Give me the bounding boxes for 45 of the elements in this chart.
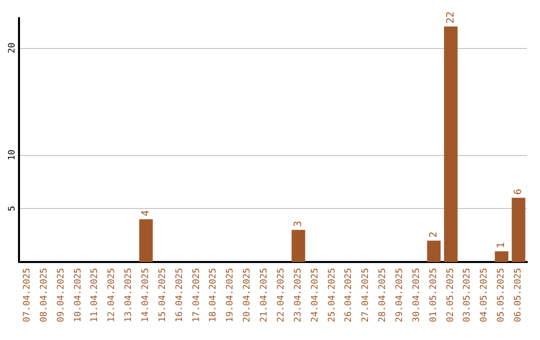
bar [427,240,441,262]
x-tick-label: 19.04.2025 [226,268,236,322]
x-tick-label: 26.04.2025 [344,268,354,322]
x-tick-label: 12.04.2025 [107,268,118,322]
x-tick-label: 14.04.2025 [141,268,151,322]
x-tick-label: 05.05.2025 [496,268,507,322]
bar [444,26,458,262]
x-tick-label: 03.05.2025 [462,268,473,322]
x-tick-label: 16.04.2025 [174,268,185,322]
data-label: 1 [496,242,508,248]
x-tick-label: 08.04.2025 [39,268,50,322]
x-tick-label: 21.04.2025 [260,268,270,322]
x-tick-label: 27.04.2025 [361,268,372,322]
data-label: 22 [445,12,456,24]
x-tick-label: 20.04.2025 [242,268,253,322]
x-tick-label: 07.04.2025 [22,268,32,322]
x-tick-label: 15.04.2025 [158,268,168,322]
data-label: 6 [513,188,524,195]
x-tick-label: 29.04.2025 [395,268,405,322]
x-tick-label: 22.04.2025 [276,268,286,322]
x-tick-label: 10.04.2025 [73,268,84,322]
bar [292,230,306,262]
data-label: 3 [292,220,304,227]
x-tick-label: 11.04.2025 [90,268,100,322]
data-label: 2 [428,232,440,238]
y-tick-label: 20 [8,42,18,54]
bar [512,198,526,262]
data-label: 4 [140,210,152,216]
x-tick-label: 28.04.2025 [378,268,388,322]
x-tick-label: 09.04.2025 [56,268,66,322]
y-tick-label: 5 [8,206,18,212]
x-tick-label: 30.04.2025 [412,268,422,322]
bar [139,219,153,262]
x-tick-label: 02.05.2025 [446,268,456,322]
x-tick-label: 18.04.2025 [208,268,219,322]
x-tick-label: 25.04.2025 [327,268,338,322]
x-tick-label: 24.04.2025 [310,268,320,322]
x-tick-label: 23.04.2025 [293,268,304,322]
x-tick-label: 06.05.2025 [514,268,524,322]
x-tick-label: 01.05.2025 [428,268,439,322]
bar [494,251,508,262]
y-tick-label: 10 [8,150,18,160]
x-tick-label: 17.04.2025 [192,268,202,322]
x-tick-label: 13.04.2025 [124,268,134,322]
x-tick-label: 04.05.2025 [480,268,490,322]
